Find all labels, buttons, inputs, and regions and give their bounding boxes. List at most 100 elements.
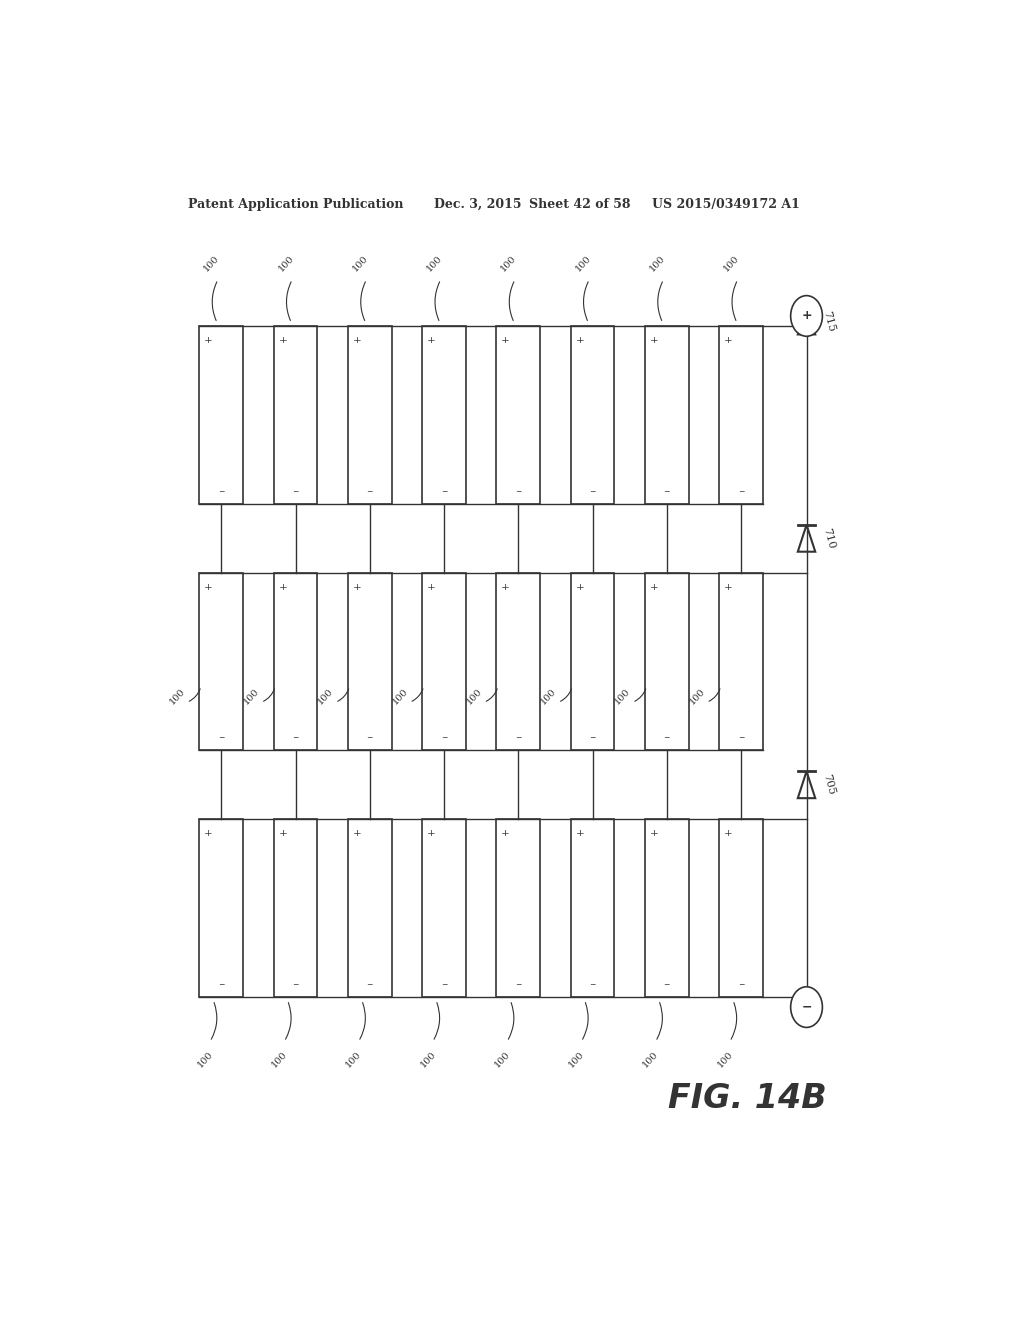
Text: 100: 100	[316, 686, 335, 706]
Text: 100: 100	[573, 253, 593, 273]
Text: −: −	[515, 488, 521, 496]
Text: 100: 100	[499, 253, 518, 273]
Text: 100: 100	[276, 253, 296, 273]
Bar	[570, 326, 614, 504]
Text: +: +	[427, 829, 435, 838]
Text: +: +	[204, 337, 213, 346]
Text: −: −	[218, 734, 224, 742]
Text: 100: 100	[202, 253, 221, 273]
Bar	[200, 326, 243, 504]
Bar	[348, 326, 391, 504]
Bar	[422, 326, 466, 504]
Text: +: +	[575, 337, 585, 346]
Bar	[719, 818, 763, 997]
Text: 715: 715	[821, 309, 836, 333]
Bar	[200, 573, 243, 751]
Text: −: −	[292, 981, 299, 989]
Bar	[348, 818, 391, 997]
Text: +: +	[279, 337, 287, 346]
Text: +: +	[204, 582, 213, 591]
Bar	[497, 326, 540, 504]
Text: 100: 100	[425, 253, 444, 273]
Text: −: −	[367, 734, 373, 742]
Bar	[719, 326, 763, 504]
Text: −: −	[590, 488, 596, 496]
Text: +: +	[427, 582, 435, 591]
Text: 100: 100	[493, 1049, 512, 1069]
Bar	[422, 818, 466, 997]
Text: 100: 100	[390, 686, 410, 706]
Text: −: −	[367, 981, 373, 989]
Text: +: +	[724, 337, 733, 346]
Bar	[570, 573, 614, 751]
Text: 100: 100	[647, 253, 667, 273]
Circle shape	[791, 987, 822, 1027]
Text: 100: 100	[539, 686, 558, 706]
Text: 100: 100	[242, 686, 261, 706]
Text: −: −	[441, 734, 447, 742]
Text: −: −	[590, 981, 596, 989]
Text: −: −	[801, 1001, 812, 1014]
Text: 710: 710	[821, 527, 836, 550]
Text: −: −	[738, 981, 744, 989]
Bar	[645, 573, 688, 751]
Text: 100: 100	[567, 1049, 586, 1069]
Text: 100: 100	[613, 686, 633, 706]
Text: 100: 100	[419, 1049, 437, 1069]
Text: 100: 100	[168, 686, 186, 706]
Text: 100: 100	[641, 1049, 660, 1069]
Bar	[497, 573, 540, 751]
Text: +: +	[204, 829, 213, 838]
Text: +: +	[801, 309, 812, 322]
Text: 100: 100	[722, 253, 741, 273]
Bar	[645, 818, 688, 997]
Text: 100: 100	[350, 253, 370, 273]
Bar	[645, 326, 688, 504]
Text: −: −	[292, 734, 299, 742]
Text: +: +	[575, 582, 585, 591]
Text: −: −	[515, 734, 521, 742]
Bar	[273, 573, 317, 751]
Text: +: +	[501, 829, 510, 838]
Bar	[273, 818, 317, 997]
Text: FIG. 14B: FIG. 14B	[668, 1082, 826, 1115]
Text: +: +	[427, 337, 435, 346]
Text: +: +	[279, 829, 287, 838]
Bar	[719, 573, 763, 751]
Text: −: −	[664, 981, 670, 989]
Text: +: +	[650, 582, 658, 591]
Text: +: +	[724, 829, 733, 838]
Text: −: −	[664, 488, 670, 496]
Bar	[422, 573, 466, 751]
Text: +: +	[352, 829, 361, 838]
Text: 100: 100	[196, 1049, 215, 1069]
Text: −: −	[441, 981, 447, 989]
Text: 705: 705	[821, 774, 836, 796]
Text: −: −	[664, 734, 670, 742]
Circle shape	[791, 296, 822, 337]
Text: 100: 100	[344, 1049, 364, 1069]
Text: −: −	[738, 734, 744, 742]
Text: +: +	[575, 829, 585, 838]
Text: −: −	[218, 981, 224, 989]
Text: 100: 100	[716, 1049, 734, 1069]
Text: +: +	[724, 582, 733, 591]
Bar	[497, 818, 540, 997]
Bar	[570, 818, 614, 997]
Bar	[273, 326, 317, 504]
Text: Dec. 3, 2015: Dec. 3, 2015	[433, 198, 521, 211]
Text: Sheet 42 of 58: Sheet 42 of 58	[528, 198, 630, 211]
Text: −: −	[590, 734, 596, 742]
Text: Patent Application Publication: Patent Application Publication	[187, 198, 403, 211]
Text: 100: 100	[687, 686, 707, 706]
Text: +: +	[352, 337, 361, 346]
Text: −: −	[292, 488, 299, 496]
Text: −: −	[738, 488, 744, 496]
Bar	[348, 573, 391, 751]
Text: +: +	[501, 337, 510, 346]
Text: 100: 100	[270, 1049, 289, 1069]
Text: +: +	[650, 829, 658, 838]
Text: +: +	[279, 582, 287, 591]
Text: +: +	[501, 582, 510, 591]
Text: −: −	[367, 488, 373, 496]
